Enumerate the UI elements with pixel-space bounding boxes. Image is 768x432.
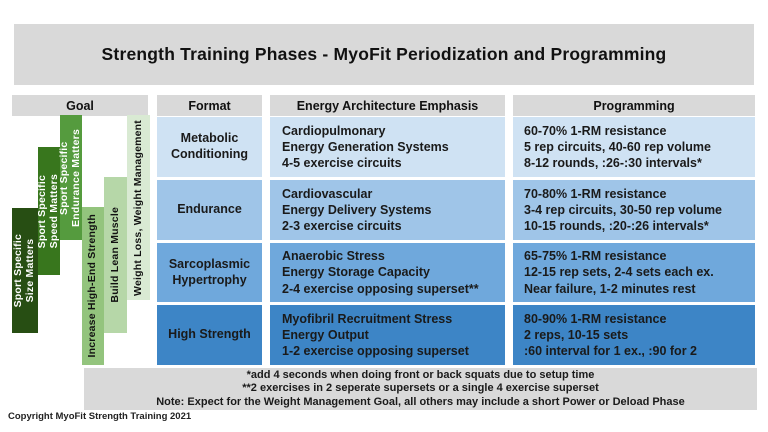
format-label: Metabolic Conditioning (170, 131, 249, 161)
goal-bar-sport-specific-size: Sport Specific Size Matters (12, 208, 38, 333)
column-header-programming: Programming (513, 95, 755, 116)
programming-line: 70-80% 1-RM resistance (524, 186, 667, 201)
copyright: Copyright MyoFit Strength Training 2021 (8, 411, 192, 422)
footnote-line: **2 exercises in 2 seperate supersets or… (242, 382, 599, 395)
energy-line: Myofibril Recruitment Stress (282, 311, 453, 326)
format-label: High Strength (168, 327, 251, 342)
energy-line: 1-2 exercise opposing superset (282, 344, 469, 359)
format-cell-high-strength: High Strength (157, 305, 262, 365)
goal-bar-increase-high-end-strength: Increase High-End Strength (82, 207, 104, 365)
energy-line: Energy Output (282, 327, 369, 342)
programming-line: 65-75% 1-RM resistance (524, 249, 667, 264)
format-label: Sarcoplasmic Hypertrophy (168, 256, 251, 287)
programming-line: 8-12 rounds, :26-:30 intervals* (524, 156, 702, 171)
energy-line: Cardiovascular (282, 186, 373, 201)
column-header-format: Format (157, 95, 262, 116)
energy-line: 4-5 exercise circuits (282, 156, 402, 171)
format-cell-metabolic-conditioning: Metabolic Conditioning (157, 117, 262, 177)
goal-bar-sport-specific-endurance: Sport Specific Endurance Matters (58, 115, 82, 240)
programming-line: :60 interval for 1 ex., :90 for 2 (524, 344, 697, 359)
energy-line: Energy Delivery Systems (282, 202, 432, 217)
goal-bar-label: Sport Specific Size Matters (12, 233, 36, 308)
column-header-energy: Energy Architecture Emphasis (270, 95, 505, 116)
programming-line: 3-4 rep circuits, 30-50 rep volume (524, 202, 723, 217)
goal-bar-weight-management: Weight Loss, Weight Management (127, 115, 150, 300)
page-title: Strength Training Phases - MyoFit Period… (14, 24, 754, 85)
energy-line: Energy Generation Systems (282, 139, 449, 154)
goal-bar-sport-specific-speed: Sport Specific Speed Matters (36, 147, 60, 275)
energy-line: Cardiopulmonary (282, 123, 386, 138)
energy-line: Energy Storage Capacity (282, 265, 430, 280)
programming-cell-high-strength: 80-90% 1-RM resistance 2 reps, 10-15 set… (513, 305, 755, 365)
energy-cell-endurance: Cardiovascular Energy Delivery Systems 2… (270, 180, 505, 240)
energy-cell-sarcoplasmic-hypertrophy: Anaerobic Stress Energy Storage Capacity… (270, 243, 505, 302)
programming-line: 2 reps, 10-15 sets (524, 327, 629, 342)
goal-bar-build-lean-muscle: Build Lean Muscle (104, 177, 127, 333)
column-header-goal: Goal (12, 95, 148, 116)
programming-line: 5 rep circuits, 40-60 rep volume (524, 139, 711, 154)
format-label: Endurance (177, 202, 242, 217)
programming-line: 80-90% 1-RM resistance (524, 311, 667, 326)
programming-cell-sarcoplasmic-hypertrophy: 65-75% 1-RM resistance 12-15 rep sets, 2… (513, 243, 755, 302)
programming-line: Near failure, 1-2 minutes rest (524, 281, 696, 296)
footnote-line: Note: Expect for the Weight Management G… (156, 395, 685, 408)
goal-bar-label: Weight Loss, Weight Management (131, 119, 144, 296)
energy-line: 2-3 exercise circuits (282, 219, 402, 234)
programming-cell-metabolic-conditioning: 60-70% 1-RM resistance 5 rep circuits, 4… (513, 117, 755, 177)
energy-cell-metabolic-conditioning: Cardiopulmonary Energy Generation System… (270, 117, 505, 177)
goal-bar-label: Build Lean Muscle (108, 207, 121, 303)
footnote-line: *add 4 seconds when doing front or back … (246, 368, 595, 381)
programming-line: 12-15 rep sets, 2-4 sets each ex. (524, 265, 714, 280)
goal-bar-label: Sport Specific Endurance Matters (58, 128, 82, 227)
energy-line: Anaerobic Stress (282, 249, 385, 264)
format-cell-sarcoplasmic-hypertrophy: Sarcoplasmic Hypertrophy (157, 243, 262, 302)
programming-cell-endurance: 70-80% 1-RM resistance 3-4 rep circuits,… (513, 180, 755, 240)
energy-cell-high-strength: Myofibril Recruitment Stress Energy Outp… (270, 305, 505, 365)
goal-bar-label: Increase High-End Strength (86, 214, 99, 358)
programming-line: 60-70% 1-RM resistance (524, 123, 667, 138)
energy-line: 2-4 exercise opposing superset** (282, 281, 479, 296)
format-cell-endurance: Endurance (157, 180, 262, 240)
programming-line: 10-15 rounds, :20-:26 intervals* (524, 219, 709, 234)
footnotes: *add 4 seconds when doing front or back … (84, 368, 757, 410)
